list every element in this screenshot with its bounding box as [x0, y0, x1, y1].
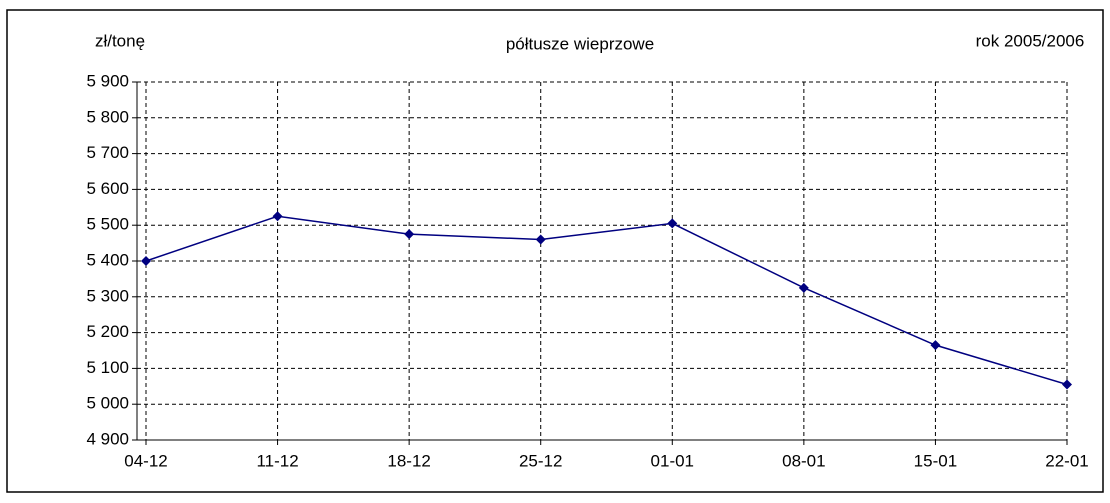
x-tick-label: 08-01: [782, 451, 825, 470]
annotation: rok 2005/2006: [976, 31, 1085, 50]
y-tick-label: 5 400: [86, 250, 129, 269]
y-tick-label: 5 000: [86, 394, 129, 413]
y-tick-label: 5 800: [86, 107, 129, 126]
x-tick-label: 11-12: [256, 451, 298, 470]
x-tick-label: 22-01: [1045, 451, 1088, 470]
chart-frame: [6, 9, 1104, 493]
y-tick-label: 5 500: [86, 215, 129, 234]
marker: [1062, 379, 1072, 390]
marker: [272, 211, 283, 222]
marker: [798, 282, 809, 293]
y-tick-label: 4 900: [86, 429, 129, 448]
y-tick-label: 5 200: [86, 322, 129, 341]
x-tick-label: 01-01: [651, 451, 694, 470]
marker: [404, 229, 415, 240]
x-tick-label: 04-12: [124, 451, 167, 470]
x-tick-label: 25-12: [519, 451, 562, 470]
marker: [667, 218, 678, 229]
y-tick-label: 5 700: [86, 143, 129, 162]
y-axis-label: zł/tonę: [95, 31, 145, 50]
marker: [141, 256, 151, 266]
y-tick-label: 5 600: [86, 179, 129, 198]
marker: [930, 340, 941, 351]
line: [145, 215, 1068, 386]
y-tick-label: 5 100: [86, 358, 129, 377]
x-tick-label: 18-12: [387, 451, 430, 470]
x-tick-label: 15-01: [914, 451, 957, 470]
marker: [535, 234, 546, 245]
chart-title: półtusze wieprzowe: [506, 34, 654, 53]
y-tick-label: 5 300: [86, 286, 129, 305]
y-tick-label: 5 900: [86, 71, 129, 90]
